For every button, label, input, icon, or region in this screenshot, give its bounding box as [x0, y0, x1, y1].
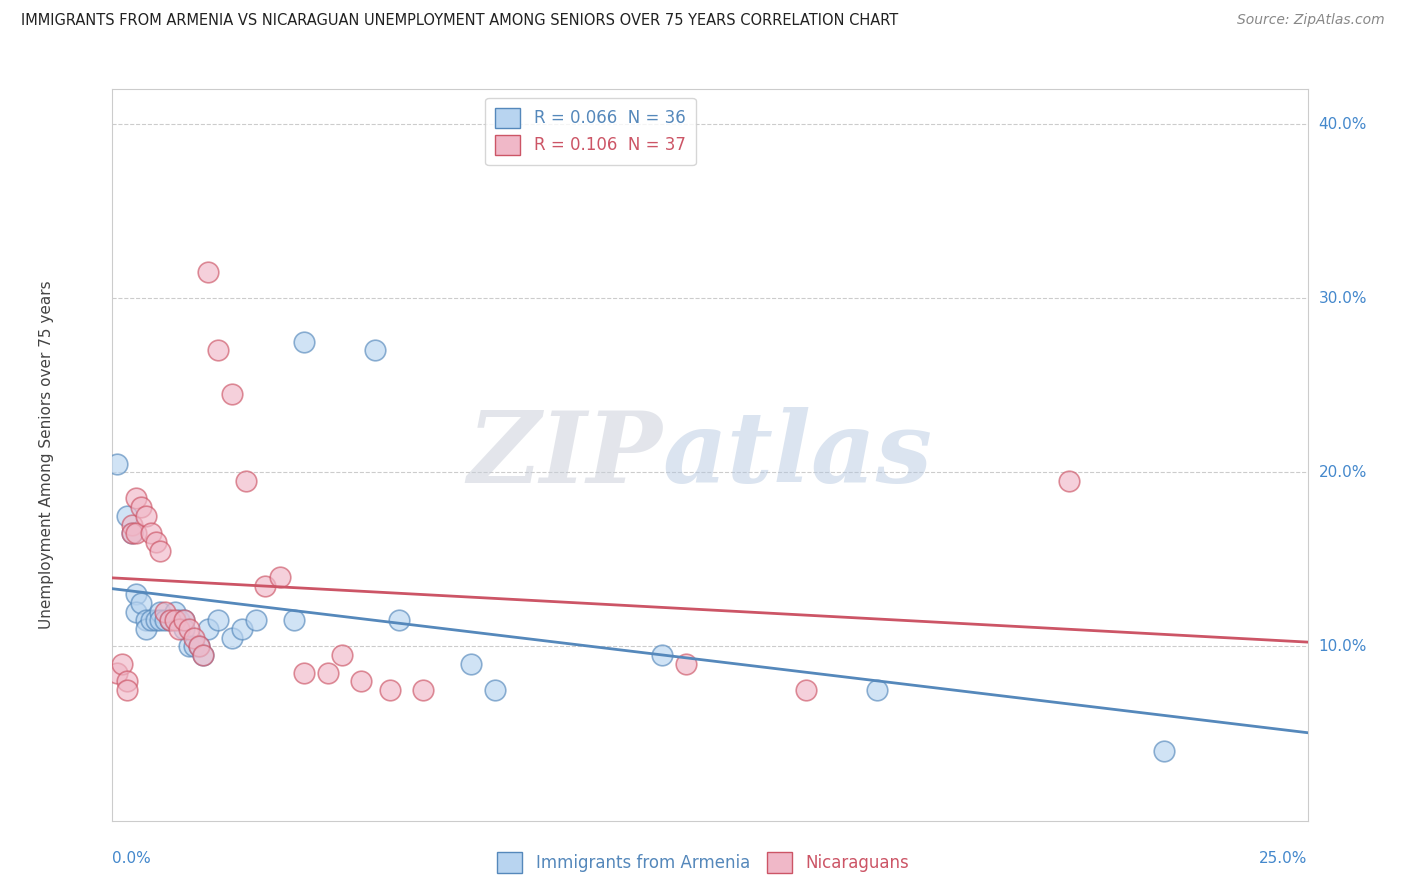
Point: [121, 517, 143, 532]
Point: [125, 587, 148, 601]
Text: Unemployment Among Seniors over 75 years: Unemployment Among Seniors over 75 years: [39, 281, 55, 629]
Point: [388, 613, 411, 627]
Point: [145, 535, 167, 549]
Point: [115, 683, 138, 698]
Point: [292, 665, 315, 680]
Point: [139, 613, 162, 627]
Point: [121, 526, 143, 541]
Point: [378, 683, 401, 698]
Text: 20.0%: 20.0%: [1319, 465, 1367, 480]
Point: [163, 613, 186, 627]
Point: [651, 648, 673, 663]
Point: [460, 657, 482, 671]
Point: [129, 596, 152, 610]
Point: [254, 578, 277, 592]
Text: atlas: atlas: [662, 407, 932, 503]
Point: [105, 665, 128, 680]
Point: [245, 613, 267, 627]
Point: [159, 613, 181, 627]
Point: [111, 657, 134, 671]
Point: [169, 613, 191, 627]
Point: [292, 334, 315, 349]
Point: [1153, 744, 1175, 758]
Point: [350, 674, 373, 689]
Point: [129, 500, 152, 515]
Text: 10.0%: 10.0%: [1319, 639, 1367, 654]
Text: Source: ZipAtlas.com: Source: ZipAtlas.com: [1237, 13, 1385, 28]
Point: [169, 622, 191, 636]
Point: [145, 613, 167, 627]
Point: [235, 474, 257, 488]
Point: [115, 508, 138, 523]
Point: [269, 570, 291, 584]
Point: [221, 631, 243, 645]
Point: [207, 613, 229, 627]
Point: [105, 457, 128, 471]
Point: [484, 683, 506, 698]
Point: [149, 613, 172, 627]
Point: [193, 648, 215, 663]
Point: [187, 640, 209, 654]
Point: [183, 640, 205, 654]
Point: [125, 491, 148, 506]
Point: [173, 613, 195, 627]
Point: [412, 683, 434, 698]
Point: [125, 526, 148, 541]
Point: [193, 648, 215, 663]
Point: [866, 683, 889, 698]
Legend: R = 0.066  N = 36, R = 0.106  N = 37: R = 0.066 N = 36, R = 0.106 N = 37: [485, 97, 696, 165]
Point: [187, 640, 209, 654]
Point: [153, 605, 176, 619]
Text: 40.0%: 40.0%: [1319, 117, 1367, 131]
Point: [149, 605, 172, 619]
Text: 25.0%: 25.0%: [1260, 851, 1308, 866]
Point: [149, 543, 172, 558]
Point: [330, 648, 353, 663]
Point: [139, 526, 162, 541]
Point: [177, 622, 200, 636]
Point: [153, 613, 176, 627]
Point: [159, 613, 181, 627]
Point: [135, 508, 157, 523]
Point: [675, 657, 697, 671]
Point: [316, 665, 339, 680]
Point: [183, 631, 205, 645]
Point: [207, 343, 229, 358]
Point: [163, 605, 186, 619]
Point: [135, 613, 157, 627]
Point: [115, 674, 138, 689]
Point: [135, 622, 157, 636]
Point: [173, 622, 195, 636]
Text: IMMIGRANTS FROM ARMENIA VS NICARAGUAN UNEMPLOYMENT AMONG SENIORS OVER 75 YEARS C: IMMIGRANTS FROM ARMENIA VS NICARAGUAN UN…: [21, 13, 898, 29]
Text: ZIP: ZIP: [467, 407, 662, 503]
Point: [221, 387, 243, 401]
Point: [197, 265, 219, 279]
Point: [283, 613, 305, 627]
Text: 0.0%: 0.0%: [112, 851, 152, 866]
Legend: Immigrants from Armenia, Nicaraguans: Immigrants from Armenia, Nicaraguans: [491, 846, 915, 880]
Point: [197, 622, 219, 636]
Point: [794, 683, 817, 698]
Text: 30.0%: 30.0%: [1319, 291, 1367, 306]
Point: [364, 343, 387, 358]
Point: [231, 622, 253, 636]
Point: [121, 526, 143, 541]
Point: [1057, 474, 1080, 488]
Point: [125, 605, 148, 619]
Point: [177, 640, 200, 654]
Point: [173, 613, 195, 627]
